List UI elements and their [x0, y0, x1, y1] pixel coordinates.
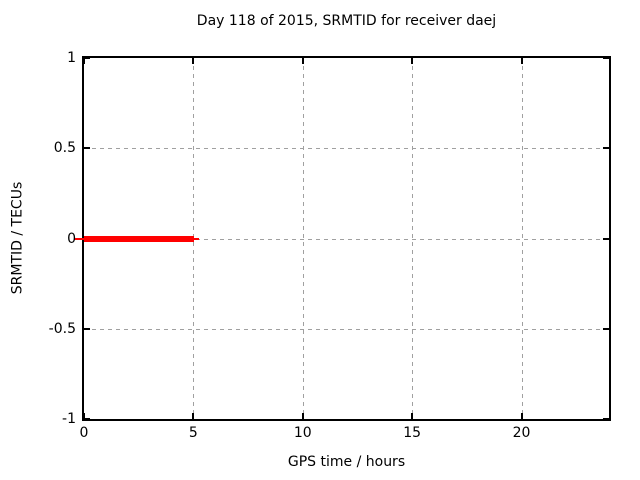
x-tick-mark: [301, 413, 304, 419]
x-tick-mark-top: [301, 58, 304, 64]
y-tick-label: 0: [67, 230, 76, 247]
series-line: [73, 235, 200, 242]
y-tick-mark-right: [603, 418, 609, 420]
x-tick-mark-top: [83, 58, 85, 64]
x-tick-mark: [520, 413, 523, 419]
y-tick-label: -1: [62, 411, 76, 427]
x-tick-label: 10: [293, 425, 312, 441]
x-tick-mark-top: [520, 58, 523, 64]
x-tick-mark: [83, 413, 85, 419]
y-tick-mark: [84, 57, 90, 59]
x-tick-mark-top: [192, 58, 195, 64]
x-tick-labels: 0 5 10 15 20: [80, 425, 609, 441]
y-tick-mark: [84, 147, 90, 150]
plot-area: [73, 57, 609, 420]
y-tick-label: -0.5: [48, 320, 76, 337]
y-gridline: [84, 148, 609, 150]
y-tick-mark-right: [603, 327, 609, 330]
x-tick-mark: [411, 413, 414, 419]
y-gridline: [84, 328, 609, 330]
x-tick-mark-top: [411, 58, 414, 64]
y-tick-labels: 1 0.5 0 -0.5 -1: [0, 50, 76, 427]
x-tick-label: 20: [512, 425, 531, 441]
y-tick-mark-right: [603, 147, 609, 150]
y-tick-label: 0.5: [53, 140, 76, 157]
y-tick-mark: [84, 418, 90, 420]
x-tick-label: 0: [79, 425, 89, 441]
x-tick-mark: [192, 413, 195, 419]
y-tick-mark-right: [603, 237, 609, 240]
chart-title: Day 118 of 2015, SRMTID for receiver dae…: [196, 13, 497, 29]
y-tick-mark: [84, 327, 90, 330]
x-tick-label: 15: [403, 425, 422, 441]
y-tick-label: 1: [67, 50, 76, 66]
x-axis-label: GPS time / hours: [287, 454, 406, 470]
y-gridline: [84, 238, 609, 240]
y-tick-mark-right: [603, 57, 609, 59]
x-tick-label: 5: [188, 425, 198, 441]
